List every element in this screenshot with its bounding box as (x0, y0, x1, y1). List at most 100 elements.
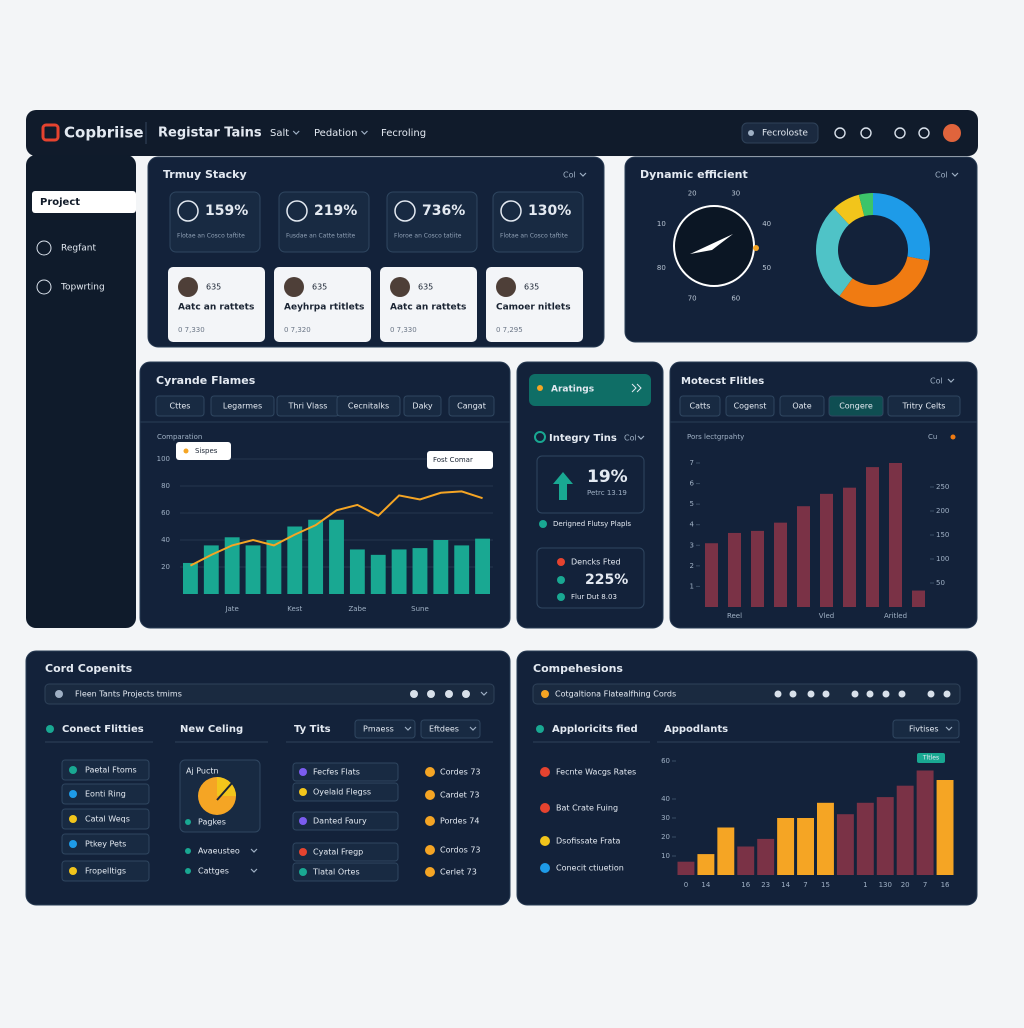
list-item[interactable]: Fropelltigs (85, 867, 126, 876)
tab-label[interactable]: Daky (412, 402, 432, 411)
list-item[interactable]: Ptkey Pets (85, 840, 126, 849)
toolbar-icon (822, 690, 830, 698)
y-tick-label: 40 (661, 795, 670, 803)
tab-label[interactable]: Cecnitalks (348, 402, 389, 411)
item-icon (299, 788, 307, 796)
tab[interactable] (828, 395, 884, 417)
search-box[interactable] (532, 683, 961, 705)
filter-label[interactable]: Pmaess (363, 725, 394, 734)
header-icon[interactable] (894, 127, 906, 139)
caption: Derigned Flutsy Plapls (553, 520, 631, 528)
item-icon (69, 766, 77, 774)
dropdown[interactable]: Cattges (198, 867, 229, 876)
value-dot (425, 867, 435, 877)
header-icon[interactable] (860, 127, 872, 139)
list-item-box[interactable] (61, 808, 150, 830)
filter-label[interactable]: Eftdees (429, 725, 459, 734)
list-item[interactable]: Fecfes Flats (313, 768, 360, 777)
y2-tick-label: 50 (936, 579, 945, 587)
dropdown[interactable]: Avaeusteo (198, 847, 240, 856)
bar (677, 861, 695, 875)
list-item[interactable]: Catal Weqs (85, 815, 130, 824)
button-label[interactable]: Aratings (551, 385, 594, 395)
tab[interactable] (336, 395, 401, 417)
tab[interactable] (887, 395, 961, 417)
list-item[interactable]: Cyatal Fregp (313, 848, 363, 857)
person-avatar (390, 277, 410, 297)
bar (266, 540, 282, 594)
list-item[interactable]: Tlatal Ortes (312, 868, 360, 877)
tab-label[interactable]: Thri Vlass (288, 402, 328, 411)
tab[interactable] (155, 395, 205, 417)
list-item[interactable]: Paetal Ftoms (85, 766, 137, 775)
list-item-box[interactable] (61, 833, 150, 855)
nav-link[interactable]: Pedation (314, 128, 357, 139)
bar (412, 548, 428, 594)
bar (757, 838, 775, 875)
bar (866, 467, 879, 607)
section-title: Conect Flitties (62, 724, 144, 735)
filter-label[interactable]: Fivtises (909, 725, 939, 734)
sidebar-item[interactable]: Topwrting (60, 283, 105, 293)
bar (697, 854, 715, 875)
nav-link[interactable]: Salt (270, 128, 289, 139)
tab-label[interactable]: Cangat (457, 402, 486, 411)
bar (797, 506, 810, 607)
filter[interactable] (420, 719, 481, 739)
list-item-box[interactable] (61, 783, 150, 805)
y-tick-label: 100 (157, 455, 170, 463)
list-item-box[interactable] (292, 762, 399, 782)
bar (329, 519, 344, 594)
tab[interactable] (403, 395, 442, 417)
list-item-box[interactable] (292, 862, 399, 882)
tab-label[interactable]: Legarmes (223, 402, 262, 411)
bar (820, 493, 833, 607)
sidebar-item[interactable]: Project (40, 197, 80, 208)
panel-title: Cord Copenits (45, 662, 133, 675)
list-item-box[interactable] (292, 782, 399, 802)
list-item[interactable]: Eonti Ring (85, 790, 126, 799)
tab-label[interactable]: Cttes (170, 402, 191, 411)
list-item-box[interactable] (292, 811, 399, 831)
caption-dot (185, 819, 191, 825)
tab[interactable] (779, 395, 825, 417)
header-icon[interactable] (834, 127, 846, 139)
tab[interactable] (725, 395, 775, 417)
bar (717, 827, 735, 875)
search-box[interactable] (44, 683, 495, 705)
logo: Copbriise (64, 124, 144, 142)
x-tick-label: 15 (821, 881, 830, 889)
menu-dot (950, 434, 956, 440)
action-button[interactable] (529, 374, 651, 406)
sidebar-item[interactable]: Regfant (61, 244, 96, 254)
toolbar-icon (851, 690, 859, 698)
gauge-label: 20 (688, 189, 697, 197)
filter[interactable] (354, 719, 416, 739)
filter[interactable] (892, 719, 960, 739)
bar (836, 814, 854, 875)
tab-label[interactable]: Oate (792, 402, 811, 411)
chevron (951, 172, 959, 177)
nav-link[interactable]: Fecroling (381, 128, 426, 139)
person-meta: 0 7,330 (390, 326, 417, 334)
metric-sub: Petrc 13.19 (587, 489, 627, 497)
x-tick-label: 14 (701, 881, 710, 889)
list-item[interactable]: Danted Faury (313, 817, 367, 826)
list-item-box[interactable] (61, 759, 150, 781)
list-item-box[interactable] (61, 860, 150, 882)
callout-dot (183, 448, 189, 454)
list-item[interactable]: Oyelald Flegss (313, 788, 371, 797)
tab-label[interactable]: Congere (839, 402, 873, 411)
tab-label[interactable]: Catts (690, 402, 711, 411)
chevron (250, 868, 258, 873)
tab-label[interactable]: Tritry Celts (902, 402, 946, 411)
list-item-box[interactable] (292, 842, 399, 862)
tab-label[interactable]: Cogenst (734, 402, 767, 411)
stat-value: 219% (314, 203, 357, 219)
tab[interactable] (210, 395, 275, 417)
header-icon[interactable] (918, 127, 930, 139)
search-box[interactable] (741, 122, 819, 144)
sidebar-active[interactable] (32, 191, 136, 213)
tab[interactable] (679, 395, 721, 417)
tab[interactable] (448, 395, 495, 417)
